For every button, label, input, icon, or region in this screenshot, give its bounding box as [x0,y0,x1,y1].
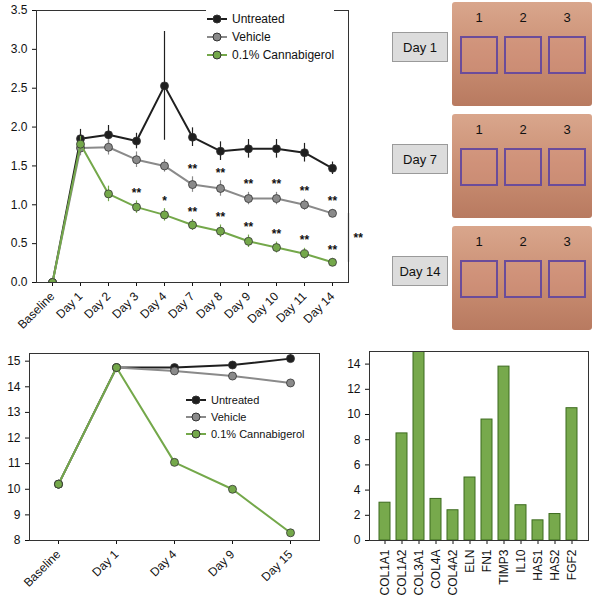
svg-text:**: ** [216,210,226,224]
svg-text:9: 9 [14,508,21,522]
html-text:2: 2 [519,122,527,137]
svg-text:15: 15 [7,354,21,368]
svg-text:*: * [162,194,167,208]
svg-text:Day 9: Day 9 [221,289,254,322]
svg-text:14: 14 [347,357,361,371]
svg-text:Day 8: Day 8 [193,289,225,321]
svg-text:3.0: 3.0 [11,42,28,56]
svg-text:10: 10 [347,407,361,421]
svg-text:8: 8 [14,533,21,547]
html-text:Day 14: Day 14 [399,263,441,279]
svg-text:14: 14 [7,380,21,394]
svg-text:HAS2: HAS2 [548,549,562,581]
svg-text:HAS1: HAS1 [531,549,545,581]
html-text:3: 3 [563,122,571,137]
svg-text:COL4A: COL4A [429,550,443,589]
html-text:0.1% Cannabigerol: 0.1% Cannabigerol [232,48,335,62]
svg-text:2: 2 [354,508,361,522]
svg-text:Day 4: Day 4 [137,289,169,321]
svg-text:FGF2: FGF2 [565,549,579,580]
html-text:3: 3 [563,10,571,25]
svg-text:Day 1: Day 1 [53,289,85,321]
svg-text:IL10: IL10 [514,549,528,573]
svg-text:ELN: ELN [463,550,477,573]
svg-text:**: ** [354,231,364,245]
svg-text:Baseline: Baseline [15,289,58,332]
svg-text:TIMP3: TIMP3 [497,549,511,585]
svg-text:Day 4: Day 4 [147,547,179,579]
svg-text:4: 4 [354,483,361,497]
svg-text:13: 13 [7,405,21,419]
svg-text:Day 9: Day 9 [205,547,237,579]
svg-text:0: 0 [354,533,361,547]
svg-text:1.5: 1.5 [11,159,28,173]
html-text:2: 2 [519,10,527,25]
html-text:Untreated: Untreated [211,393,260,406]
svg-text:**: ** [328,194,338,208]
svg-text:**: ** [300,184,310,198]
svg-text:COL1A1: COL1A1 [378,549,392,595]
svg-text:Day 7: Day 7 [165,289,197,321]
svg-text:**: ** [244,177,254,191]
svg-text:Day 2: Day 2 [81,289,113,321]
svg-text:1.0: 1.0 [11,198,28,212]
svg-text:Day 3: Day 3 [109,289,141,321]
html-text:1: 1 [475,122,483,137]
html-text:Untreated: Untreated [232,12,285,26]
svg-text:10: 10 [7,482,21,496]
svg-text:**: ** [244,220,254,234]
svg-text:COL1A2: COL1A2 [395,549,409,595]
svg-text:**: ** [272,177,282,191]
html-text:1: 1 [475,10,483,25]
svg-text:**: ** [132,186,142,200]
svg-text:11: 11 [8,456,21,470]
svg-text:12: 12 [7,431,21,445]
html-text:3: 3 [563,234,571,249]
html-text:Vehicle: Vehicle [211,410,247,423]
html-text:Day 7: Day 7 [403,151,437,167]
svg-text:2.0: 2.0 [11,120,28,134]
svg-text:**: ** [216,166,226,180]
svg-text:**: ** [328,243,338,257]
svg-text:8: 8 [354,433,361,447]
svg-text:2.5: 2.5 [11,81,28,95]
svg-text:COL4A2: COL4A2 [446,549,460,595]
svg-text:12: 12 [347,382,361,396]
svg-text:Day 14: Day 14 [301,289,338,326]
svg-text:Day 11: Day 11 [273,289,310,326]
svg-text:FN1: FN1 [480,549,494,572]
svg-text:0.0: 0.0 [11,275,28,289]
svg-text:COL3A1: COL3A1 [412,549,426,595]
html-text:2: 2 [519,234,527,249]
html-text:Day 1: Day 1 [403,39,437,55]
svg-text:6: 6 [354,458,361,472]
svg-text:Day 1: Day 1 [89,547,121,579]
svg-text:**: ** [300,233,310,247]
svg-text:**: ** [188,162,198,176]
svg-text:**: ** [188,205,198,219]
svg-text:Day 10: Day 10 [245,289,282,326]
svg-text:Baseline: Baseline [21,547,64,590]
html-text:1: 1 [475,234,483,249]
svg-text:3.5: 3.5 [11,3,28,17]
svg-text:**: ** [272,227,282,241]
html-text:Vehicle: Vehicle [232,30,271,44]
html-text:0.1% Cannabigerol: 0.1% Cannabigerol [211,427,305,440]
svg-text:0.5: 0.5 [11,236,28,250]
svg-text:Day 15: Day 15 [259,547,296,584]
